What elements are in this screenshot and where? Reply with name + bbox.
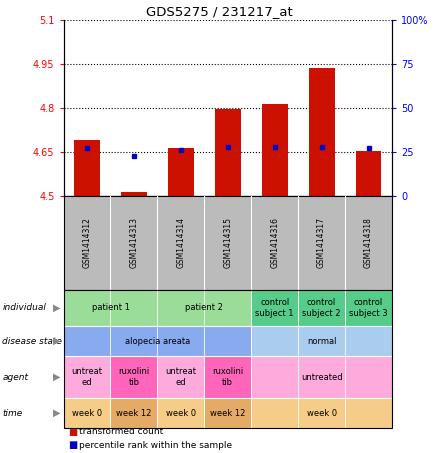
Text: patient 2: patient 2 xyxy=(185,304,223,313)
Text: GSM1414313: GSM1414313 xyxy=(129,217,138,269)
Text: week 0: week 0 xyxy=(72,409,102,418)
Bar xyxy=(356,150,381,196)
Text: week 0: week 0 xyxy=(166,409,196,418)
Text: individual: individual xyxy=(2,304,46,313)
Bar xyxy=(74,140,100,196)
Bar xyxy=(262,104,288,196)
Text: ■: ■ xyxy=(68,427,77,437)
Text: GSM1414314: GSM1414314 xyxy=(177,217,185,269)
Text: GSM1414312: GSM1414312 xyxy=(82,217,92,269)
Text: time: time xyxy=(2,409,22,418)
Text: ruxolini
tib: ruxolini tib xyxy=(212,367,244,387)
Text: GSM1414318: GSM1414318 xyxy=(364,217,373,269)
Text: ▶: ▶ xyxy=(53,408,61,418)
Text: alopecia areata: alopecia areata xyxy=(125,337,190,346)
Text: ▶: ▶ xyxy=(53,336,61,346)
Text: control
subject 2: control subject 2 xyxy=(302,298,341,318)
Text: untreated: untreated xyxy=(301,372,343,381)
Text: GSM1414317: GSM1414317 xyxy=(317,217,326,269)
Text: control
subject 3: control subject 3 xyxy=(349,298,388,318)
Text: ruxolini
tib: ruxolini tib xyxy=(118,367,149,387)
Text: ▶: ▶ xyxy=(53,372,61,382)
Text: week 12: week 12 xyxy=(210,409,245,418)
Text: transformed count: transformed count xyxy=(79,428,163,437)
Bar xyxy=(309,68,335,196)
Text: ▶: ▶ xyxy=(53,303,61,313)
Text: untreat
ed: untreat ed xyxy=(165,367,196,387)
Text: percentile rank within the sample: percentile rank within the sample xyxy=(79,440,232,449)
Text: patient 1: patient 1 xyxy=(92,304,129,313)
Text: normal: normal xyxy=(307,337,336,346)
Bar xyxy=(215,110,240,196)
Text: week 12: week 12 xyxy=(116,409,152,418)
Text: GDS5275 / 231217_at: GDS5275 / 231217_at xyxy=(145,5,293,18)
Text: GSM1414315: GSM1414315 xyxy=(223,217,232,269)
Text: ■: ■ xyxy=(68,440,77,450)
Text: GSM1414316: GSM1414316 xyxy=(270,217,279,269)
Text: control
subject 1: control subject 1 xyxy=(255,298,294,318)
Text: agent: agent xyxy=(2,372,28,381)
Text: disease state: disease state xyxy=(2,337,62,346)
Bar xyxy=(121,192,147,196)
Text: week 0: week 0 xyxy=(307,409,337,418)
Text: untreat
ed: untreat ed xyxy=(71,367,102,387)
Bar xyxy=(168,148,194,196)
